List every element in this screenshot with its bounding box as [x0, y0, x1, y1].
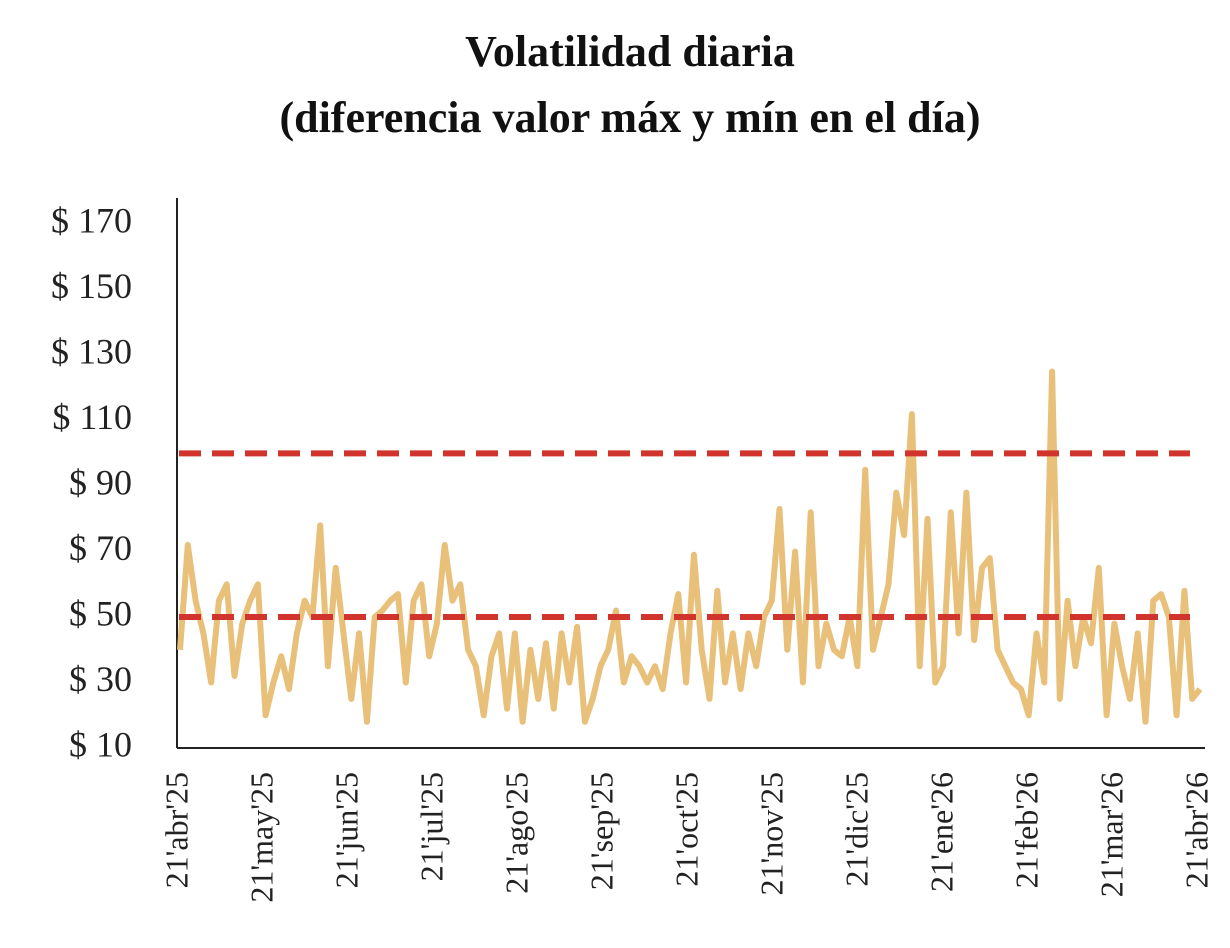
x-tick-label: 21'abr'26 [1178, 772, 1214, 888]
y-tick-label: $ 30 [69, 659, 132, 699]
data-line [177, 368, 1203, 725]
y-tick-label: $ 10 [69, 724, 132, 764]
y-tick-label: $ 50 [69, 593, 132, 633]
x-tick-label: 21'jul'25 [413, 772, 449, 881]
x-tick-label: 21'sep'25 [583, 772, 619, 890]
x-tick-label: 21'mar'26 [1093, 772, 1129, 897]
x-tick-label: 21'may'25 [243, 772, 279, 903]
x-tick-label: 21'feb'26 [1008, 772, 1044, 888]
x-tick-label: 21'abr'25 [158, 772, 194, 888]
chart-subtitle: (diferencia valor máx y mín en el día) [279, 93, 980, 142]
x-tick-label: 21'nov'25 [753, 772, 789, 896]
x-tick-label: 21'dic'25 [838, 772, 874, 887]
y-tick-label: $ 90 [69, 462, 132, 502]
x-tick-label: 21'jun'25 [328, 772, 364, 888]
y-tick-label: $ 150 [51, 266, 132, 306]
x-tick-label: 21'oct'25 [668, 772, 704, 887]
y-tick-label: $ 170 [51, 200, 132, 240]
chart-title: Volatilidad diaria [465, 27, 795, 76]
x-tick-label: 21'ene'26 [923, 772, 959, 892]
y-tick-label: $ 130 [51, 331, 132, 371]
y-tick-label: $ 70 [69, 528, 132, 568]
y-tick-label: $ 110 [52, 397, 132, 437]
x-tick-label: 21'ago'25 [498, 772, 534, 894]
